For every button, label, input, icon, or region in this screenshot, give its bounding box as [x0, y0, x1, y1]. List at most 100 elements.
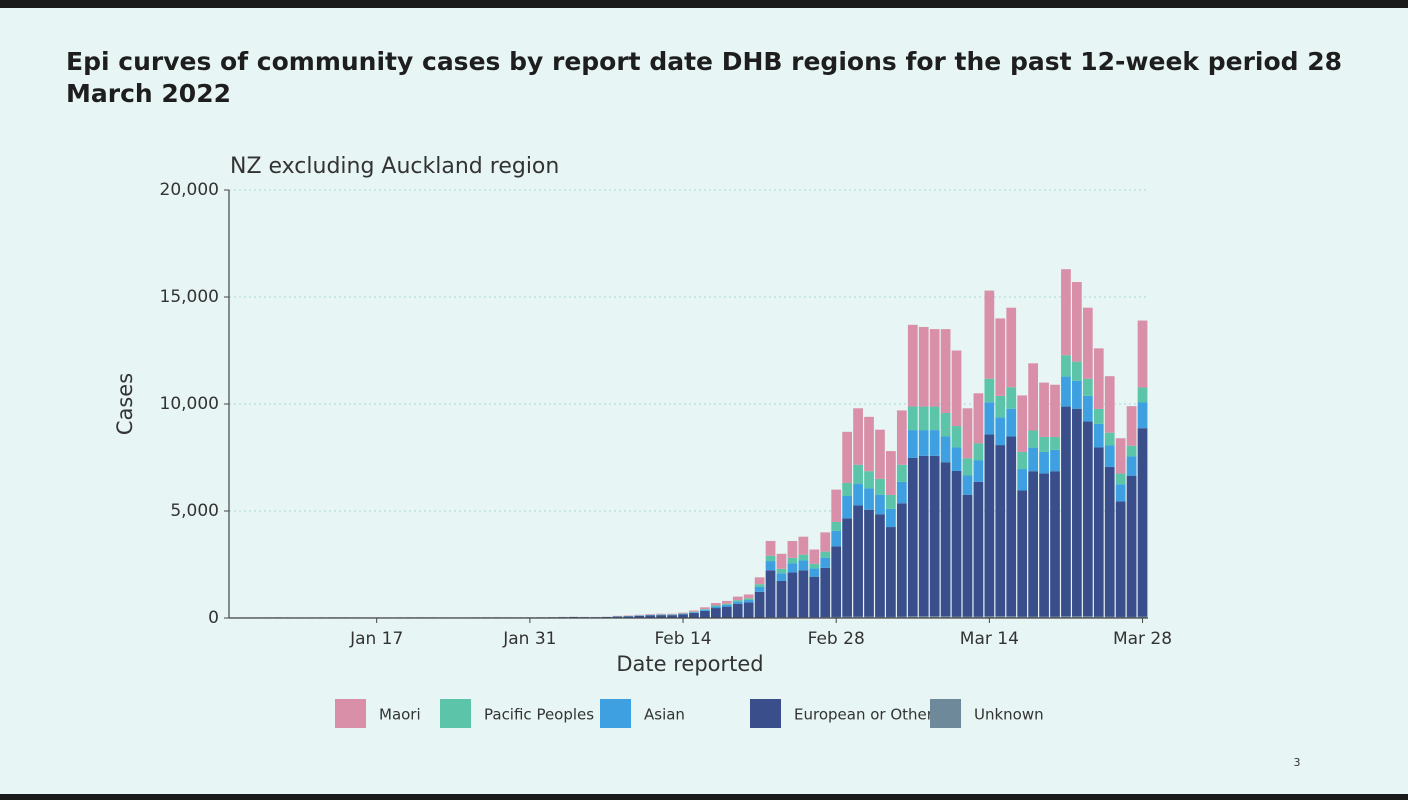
bar-segment — [1050, 436, 1060, 450]
bar-segment — [875, 478, 885, 495]
bar-segment — [1061, 616, 1071, 618]
bar-segment — [1028, 430, 1038, 448]
bar-segment — [907, 430, 918, 458]
x-tick-label: Feb 14 — [654, 629, 711, 649]
bar-segment — [853, 484, 863, 506]
bar-segment — [940, 412, 951, 437]
bar-segment — [1072, 361, 1082, 381]
bar-segment — [700, 609, 710, 610]
bar-segment — [1061, 355, 1071, 377]
bar-segment — [984, 434, 995, 617]
bar-segment — [1072, 408, 1082, 617]
bar-segment — [645, 614, 656, 615]
bar-segment — [678, 614, 688, 618]
bar-segment — [831, 530, 842, 547]
bar-segment — [864, 509, 874, 617]
bar-segment — [875, 494, 885, 515]
bar-segment — [995, 417, 1006, 446]
bar-segment — [984, 402, 995, 435]
bar-segment — [995, 445, 1006, 617]
bar-segment — [875, 429, 885, 479]
bar-segment — [907, 616, 918, 618]
bar-segment — [787, 563, 798, 573]
bar-segment — [940, 329, 951, 413]
bar-segment — [940, 462, 951, 617]
bar-segment — [1072, 616, 1082, 618]
bar-segment — [765, 570, 776, 618]
bar-segment — [896, 410, 907, 465]
bar-segment — [918, 430, 929, 456]
bar-segment — [787, 557, 798, 564]
bar-segment — [700, 607, 710, 610]
bar-segment — [864, 471, 874, 489]
bar-segment — [634, 614, 645, 616]
bar-segment — [1028, 471, 1038, 617]
legend-label: Unknown — [974, 706, 1044, 724]
bar-segment — [776, 573, 787, 581]
y-tick-label: 15,000 — [160, 287, 219, 307]
bar-segment — [700, 609, 710, 611]
legend-label: Pacific Peoples — [484, 706, 594, 724]
bar-segment — [951, 350, 962, 427]
bar-segment — [1115, 438, 1126, 474]
bar-segment — [1039, 436, 1049, 452]
bar-segment — [743, 598, 754, 601]
bar-segment — [710, 605, 721, 607]
bar-segment — [1082, 616, 1093, 618]
bar-segment — [743, 594, 754, 599]
bar-segment — [1126, 445, 1137, 457]
bar-segment — [1104, 616, 1115, 618]
bar-segment — [831, 546, 842, 617]
bar-segment — [886, 527, 896, 617]
legend-swatch — [930, 699, 961, 728]
bar-segment — [1115, 473, 1126, 485]
chart-subtitle: NZ excluding Auckland region — [230, 154, 559, 179]
bar-segment — [1126, 456, 1137, 476]
bar-segment — [1017, 490, 1028, 617]
bar-segment — [896, 616, 907, 618]
bar-segment — [984, 290, 995, 379]
bar-segment — [689, 611, 699, 613]
bar-segment — [973, 443, 984, 461]
bar-segment — [1028, 616, 1038, 618]
bar-segment — [853, 616, 863, 618]
bar-segment — [1093, 408, 1104, 424]
slide-background — [0, 8, 1408, 794]
bar-segment — [809, 576, 820, 618]
legend-label: Asian — [644, 706, 685, 724]
bar-segment — [776, 568, 787, 574]
bar-segment — [951, 616, 962, 618]
bar-segment — [820, 551, 831, 558]
bar-segment — [1028, 447, 1038, 472]
bar-segment — [831, 489, 842, 522]
bar-segment — [820, 557, 831, 568]
bar-segment — [1126, 475, 1137, 617]
bar-segment — [940, 436, 951, 463]
bar-segment — [875, 514, 885, 617]
bar-segment — [754, 577, 765, 585]
bar-segment — [1006, 616, 1017, 618]
bar-segment — [1082, 378, 1093, 396]
bar-segment — [918, 455, 929, 617]
bar-segment — [689, 612, 699, 614]
bar-segment — [1104, 445, 1115, 467]
legend-swatch — [335, 699, 366, 728]
bar-segment — [1104, 432, 1115, 446]
bar-segment — [1039, 616, 1049, 618]
bar-segment — [1006, 408, 1017, 437]
bar-segment — [710, 608, 721, 618]
bar-segment — [951, 447, 962, 471]
bar-segment — [929, 455, 940, 617]
bar-segment — [809, 563, 820, 569]
bar-segment — [732, 603, 743, 618]
bar-segment — [1061, 376, 1071, 407]
bar-segment — [951, 426, 962, 448]
bar-segment — [1039, 382, 1049, 437]
bar-segment — [765, 555, 776, 562]
bar-segment — [787, 540, 798, 558]
bar-segment — [842, 496, 853, 519]
x-tick-label: Feb 28 — [808, 629, 865, 649]
bar-segment — [831, 521, 842, 531]
